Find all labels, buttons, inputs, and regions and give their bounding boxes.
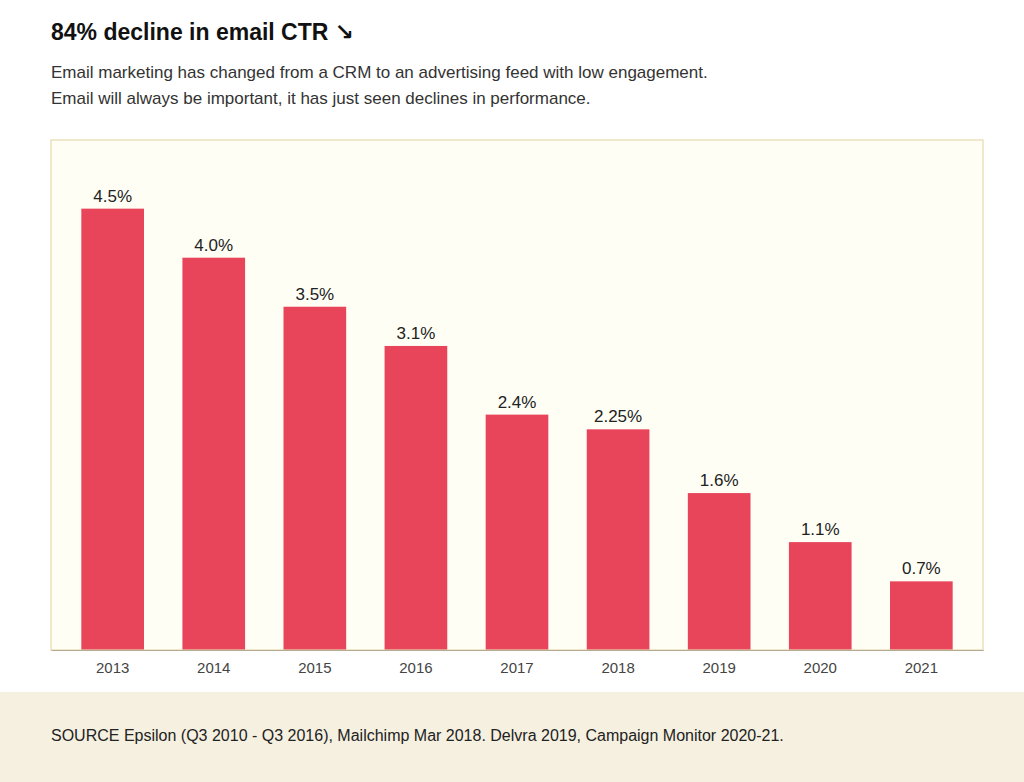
bars-group (81, 209, 952, 650)
data-label: 0.7% (902, 559, 941, 578)
data-label: 1.1% (801, 520, 840, 539)
bar (81, 209, 144, 650)
page-background (0, 0, 1024, 782)
source-background (0, 692, 1024, 782)
bar (385, 346, 448, 650)
source-text: SOURCE Epsilon (Q3 2010 - Q3 2016), Mail… (51, 727, 784, 744)
bar (789, 542, 852, 650)
plot-background (51, 140, 983, 650)
x-tick-label: 2021 (905, 659, 938, 676)
x-tick: 2013 (96, 650, 129, 676)
x-tick-label: 2014 (197, 659, 230, 676)
bar (587, 429, 650, 650)
bar (486, 415, 549, 650)
data-label: 4.5% (93, 187, 132, 206)
chart-subtitle: Email will always be important, it has j… (51, 89, 591, 108)
data-labels: 4.5% 4.0% 3.5% 3.1% 2.4% 2.25% 1.6% 1.1% 0.7% (93, 187, 940, 579)
x-tick: 2014 (197, 650, 230, 676)
x-tick: 2020 (804, 650, 837, 676)
plot-frame (51, 140, 983, 650)
data-label: 1.6% (700, 471, 739, 490)
x-axis: 2013 2014 2015 2016 2017 2018 2019 2020 2021 (52, 650, 984, 676)
x-tick-label: 2019 (702, 659, 735, 676)
x-tick: 2017 (500, 650, 533, 676)
x-tick-label: 2020 (804, 659, 837, 676)
chart-title: 84% decline in email CTR ↘ (51, 19, 354, 45)
x-tick: 2021 (905, 650, 938, 676)
data-label: 3.1% (397, 324, 436, 343)
x-tick-label: 2017 (500, 659, 533, 676)
bar (890, 581, 953, 650)
data-label: 2.25% (594, 407, 642, 426)
chart-svg: 84% decline in email CTR ↘ Email marketin… (0, 0, 1024, 782)
x-tick: 2018 (601, 650, 634, 676)
x-tick-label: 2015 (298, 659, 331, 676)
data-label: 2.4% (498, 393, 537, 412)
x-tick-label: 2018 (601, 659, 634, 676)
chart-subtitle: Email marketing has changed from a CRM t… (51, 63, 708, 82)
x-tick-label: 2016 (399, 659, 432, 676)
data-label: 4.0% (194, 236, 233, 255)
x-tick: 2019 (702, 650, 735, 676)
data-label: 3.5% (295, 285, 334, 304)
x-tick: 2015 (298, 650, 331, 676)
bar (182, 258, 245, 650)
bar (688, 493, 751, 650)
bar (283, 307, 346, 650)
x-tick-label: 2013 (96, 659, 129, 676)
x-tick: 2016 (399, 650, 432, 676)
